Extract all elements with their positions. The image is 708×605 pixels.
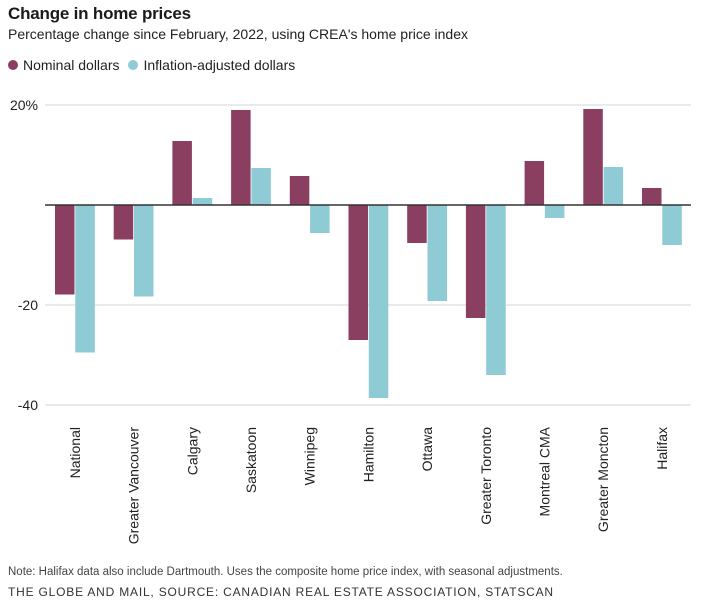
y-tick-label: -20 (18, 297, 38, 313)
legend: Nominal dollars Inflation-adjusted dolla… (8, 57, 304, 73)
bar-nominal-greater-toronto (465, 205, 486, 318)
bar-inflation-adjusted-montreal-cma (544, 205, 565, 218)
x-tick-label: Greater Moncton (595, 427, 611, 532)
y-tick-label: 20% (10, 97, 38, 113)
bar-inflation-adjusted-greater-vancouver (134, 205, 154, 297)
x-tick-label: Saskatoon (243, 427, 259, 493)
bar-nominal-saskatoon (231, 110, 251, 205)
bar-nominal-halifax (642, 188, 662, 205)
bar-inflation-adjusted-greater-toronto (486, 205, 506, 375)
chart-note: Note: Halifax data also include Dartmout… (8, 566, 563, 578)
y-axis-labels: 20% -20 -40 (10, 97, 38, 413)
bar-nominal-greater-vancouver (113, 205, 134, 240)
bar-nominal-hamilton (348, 205, 368, 340)
legend-item-nominal: Nominal dollars (8, 57, 119, 73)
bar-inflation-adjusted-saskatoon (251, 168, 271, 205)
bar-inflation-adjusted-winnipeg (310, 205, 330, 233)
legend-label-inflation-adjusted: Inflation-adjusted dollars (143, 57, 296, 73)
chart-subtitle: Percentage change since February, 2022, … (8, 26, 469, 42)
chart-title: Change in home prices (8, 4, 191, 23)
chart-source: THE GLOBE AND MAIL, SOURCE: CANADIAN REA… (8, 585, 554, 599)
bar-nominal-winnipeg (289, 176, 310, 205)
bar-nominal-greater-moncton (583, 109, 603, 205)
legend-label-nominal: Nominal dollars (23, 57, 120, 73)
bar-inflation-adjusted-halifax (662, 205, 682, 245)
bar-inflation-adjusted-calgary (192, 198, 213, 205)
x-tick-label: Greater Vancouver (126, 427, 142, 545)
x-tick-label: Halifax (654, 427, 670, 470)
bars (55, 109, 682, 398)
x-tick-label: Calgary (184, 427, 200, 475)
legend-item-inflation-adjusted: Inflation-adjusted dollars (128, 57, 295, 73)
bar-inflation-adjusted-greater-moncton (603, 167, 624, 205)
x-axis-labels: National Greater Vancouver Calgary Saskatoo… (67, 426, 670, 544)
legend-swatch-nominal (8, 60, 18, 70)
x-tick-label: Ottawa (419, 427, 435, 472)
x-tick-label: National (67, 427, 83, 478)
bar-inflation-adjusted-hamilton (368, 205, 389, 398)
bar-nominal-national (55, 205, 75, 295)
x-tick-label: Montreal CMA (537, 426, 553, 516)
bar-inflation-adjusted-ottawa (427, 205, 447, 301)
legend-swatch-inflation-adjusted (128, 60, 139, 70)
y-tick-label: -40 (18, 397, 38, 413)
bar-nominal-ottawa (407, 205, 427, 243)
bar-inflation-adjusted-national (75, 205, 95, 353)
bar-nominal-montreal-cma (524, 161, 545, 205)
x-tick-label: Winnipeg (302, 427, 318, 485)
bar-chart: 20% -20 -40 National Greater Vancouver Calga… (10, 97, 691, 544)
x-tick-label: Hamilton (360, 427, 376, 482)
bar-nominal-calgary (172, 141, 192, 205)
x-tick-label: Greater Toronto (478, 427, 494, 525)
